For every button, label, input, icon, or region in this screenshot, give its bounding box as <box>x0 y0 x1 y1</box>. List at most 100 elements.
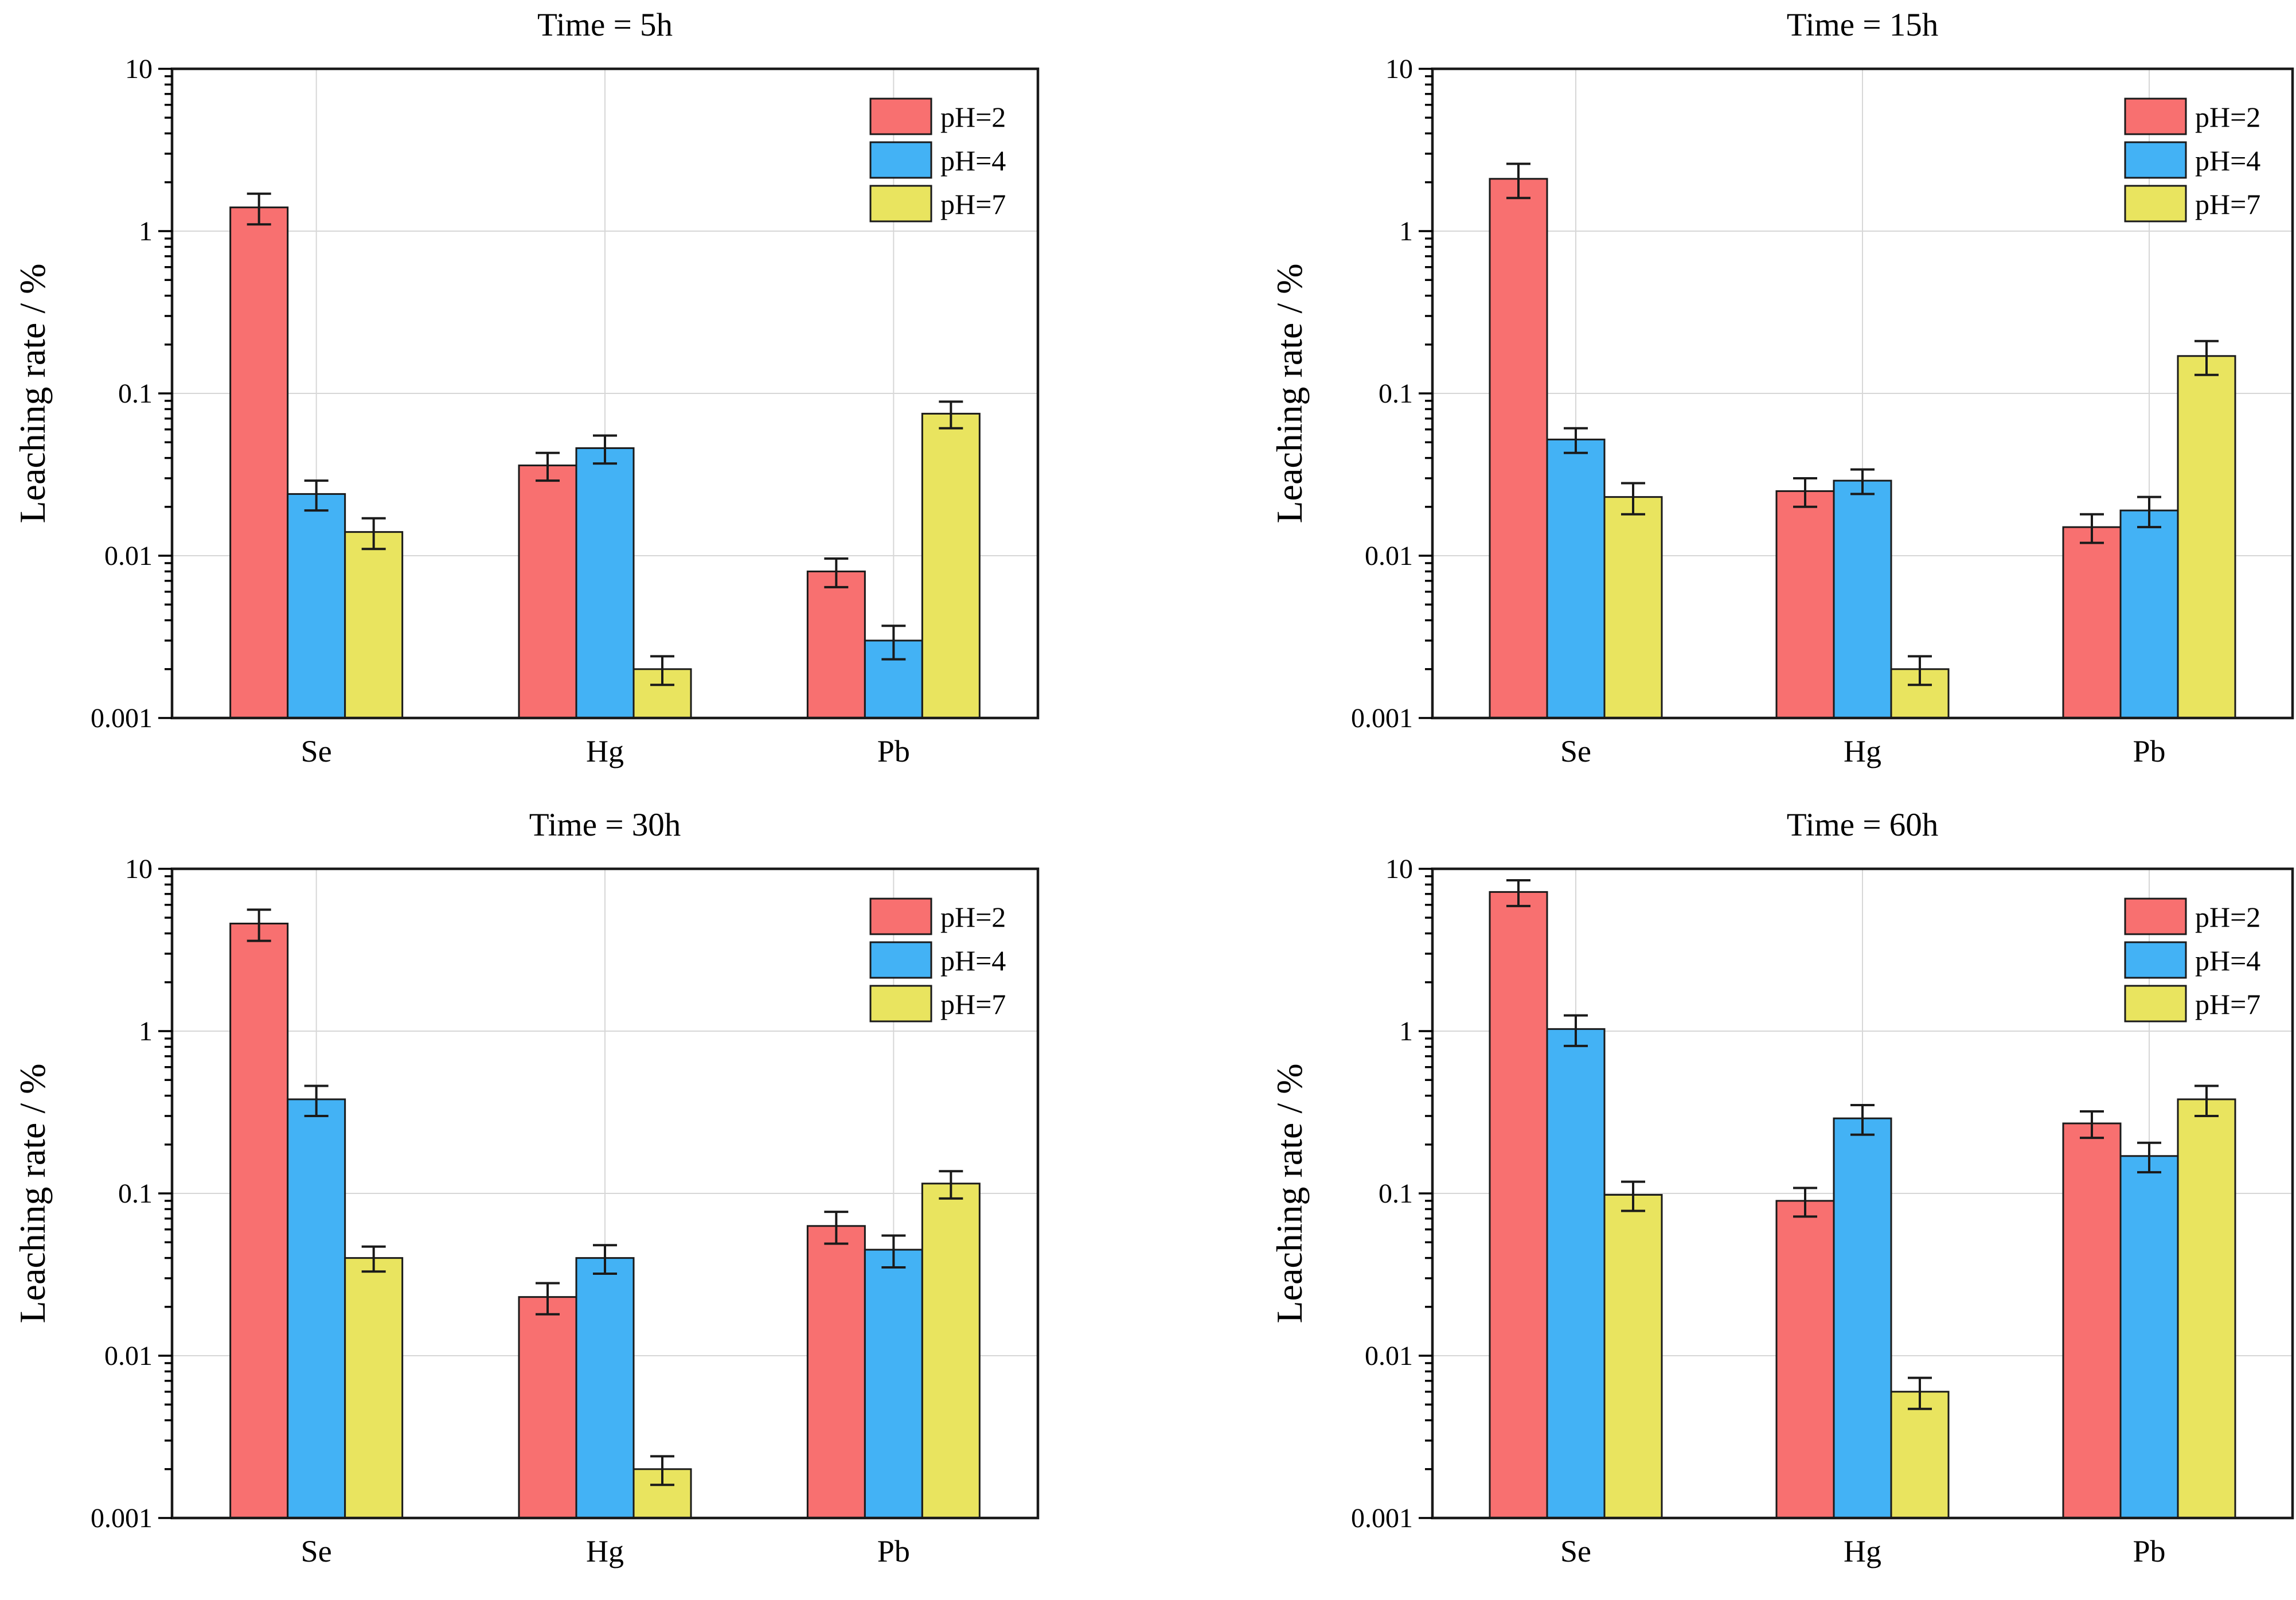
bar-pb-pH=2 <box>806 1225 866 1519</box>
bar-pb-pH=2 <box>806 570 866 719</box>
x-category-label: Se <box>301 734 332 768</box>
bar-se-pH=2 <box>229 206 289 719</box>
legend-label-pH=4: pH=4 <box>2195 145 2260 177</box>
legend-label-pH=4: pH=4 <box>940 945 1006 977</box>
panel-time-5h: 10 1 0.1 0.01 0.001 Se Hg Pb Leaching rate / % Ti… <box>0 0 1148 800</box>
y-tick-label: 0.01 <box>1365 541 1413 571</box>
bar-hg-pH=4 <box>575 447 635 719</box>
legend-swatch-pH=4 <box>869 941 932 979</box>
legend-label-pH=7: pH=7 <box>2195 188 2260 220</box>
x-category-label: Hg <box>1844 734 1881 768</box>
legend-swatch-pH=7 <box>869 185 932 223</box>
error-bar <box>881 1234 906 1269</box>
error-bar <box>824 557 849 588</box>
y-ticks <box>158 868 172 1519</box>
y-tick-label: 0.001 <box>91 1503 153 1533</box>
y-axis-title: Leaching rate / % <box>12 1063 53 1323</box>
error-bar <box>304 1084 329 1117</box>
legend-swatch-pH=4 <box>2124 941 2187 979</box>
error-bar <box>1793 1187 1817 1218</box>
y-axis-title: Leaching rate / % <box>1269 1063 1310 1323</box>
error-bar <box>1793 477 1817 508</box>
bar-se-pH=4 <box>287 493 346 719</box>
legend-label-pH=2: pH=2 <box>2195 101 2260 133</box>
bar-pb-pH=4 <box>2119 509 2179 719</box>
y-tick-label: 0.1 <box>1379 378 1413 409</box>
error-bar <box>2080 513 2104 544</box>
error-bar <box>939 400 963 430</box>
y-tick-label: 1 <box>1399 1016 1413 1047</box>
legend-swatch-pH=4 <box>2124 141 2187 179</box>
legend-swatch-pH=4 <box>869 141 932 179</box>
x-category-label: Pb <box>877 1534 910 1568</box>
bar-se-pH=4 <box>1546 438 1606 719</box>
bar-se-pH=7 <box>344 1257 404 1519</box>
y-tick-label: 0.01 <box>104 1341 153 1371</box>
bar-hg-pH=7 <box>1890 1391 1950 1519</box>
bar-se-pH=4 <box>1546 1028 1606 1519</box>
y-tick-label: 0.01 <box>1365 1341 1413 1371</box>
y-tick-label: 1 <box>139 1016 153 1047</box>
x-category-label: Se <box>1560 734 1591 768</box>
error-bar <box>1908 1376 1932 1410</box>
error-bar <box>939 1170 963 1200</box>
legend-swatch-pH=2 <box>2124 97 2187 135</box>
y-ticks <box>1419 868 1432 1519</box>
error-bar <box>593 1244 617 1275</box>
legend-swatch-pH=7 <box>2124 985 2187 1023</box>
chart-svg: 10 1 0.1 0.01 0.001 Se Hg Pb Leaching rate / % Ti… <box>12 7 1040 768</box>
panel-time-60h: 10 1 0.1 0.01 0.001 Se Hg Pb Leaching rate / % Ti… <box>1148 800 2296 1600</box>
legend-label-pH=7: pH=7 <box>2195 988 2260 1020</box>
panel-time-15h: 10 1 0.1 0.01 0.001 Se Hg Pb Leaching rate / % Ti… <box>1148 0 2296 800</box>
error-bar <box>2137 495 2161 529</box>
y-ticks <box>158 68 172 719</box>
series-pH=2 <box>229 908 866 1519</box>
series-pH=4 <box>287 434 923 719</box>
legend-label-pH=4: pH=4 <box>940 145 1006 177</box>
x-category-label: Hg <box>1844 1534 1881 1568</box>
error-bar <box>2137 1141 2161 1174</box>
y-tick-label: 10 <box>1385 54 1413 84</box>
error-bar <box>1564 427 1588 454</box>
error-bar <box>593 434 617 465</box>
error-bar <box>824 1211 849 1245</box>
legend-swatch-pH=7 <box>869 985 932 1023</box>
bar-hg-pH=4 <box>575 1257 635 1519</box>
series-pH=7 <box>344 1170 981 1519</box>
y-tick-label: 0.1 <box>118 1178 153 1209</box>
y-ticks <box>1419 68 1432 719</box>
bar-hg-pH=4 <box>1833 479 1892 719</box>
panel-title: Time = 15h <box>1787 7 1938 43</box>
bar-se-pH=7 <box>1603 496 1663 719</box>
x-category-label: Se <box>1560 1534 1591 1568</box>
x-category-label: Pb <box>2133 734 2165 768</box>
series-pH=7 <box>1603 1084 2236 1519</box>
x-category-label: Pb <box>877 734 910 768</box>
error-bar <box>247 908 271 942</box>
error-bar <box>650 1455 674 1486</box>
error-bar <box>304 479 329 512</box>
error-bar <box>1506 879 1530 907</box>
y-tick-label: 1 <box>1399 216 1413 247</box>
y-tick-label: 0.001 <box>1351 1503 1413 1533</box>
bar-pb-pH=7 <box>921 412 981 719</box>
y-tick-label: 0.01 <box>104 541 153 571</box>
bar-hg-pH=2 <box>518 1296 577 1519</box>
bar-hg-pH=4 <box>1833 1117 1892 1519</box>
legend: pH=2 pH=4 pH=7 <box>2124 97 2260 223</box>
bar-pb-pH=7 <box>2177 1098 2236 1519</box>
legend: pH=2 pH=4 pH=7 <box>869 97 1006 223</box>
error-bar <box>1621 1180 1645 1212</box>
error-bar <box>1621 482 1645 516</box>
bar-hg-pH=2 <box>1775 1200 1835 1519</box>
bar-se-pH=2 <box>229 922 289 1519</box>
legend-label-pH=2: pH=2 <box>2195 901 2260 933</box>
series-pH=4 <box>1546 427 2179 719</box>
bar-se-pH=2 <box>1489 178 1548 719</box>
legend-label-pH=7: pH=7 <box>940 188 1006 220</box>
error-bar <box>536 451 560 482</box>
legend: pH=2 pH=4 pH=7 <box>2124 897 2260 1023</box>
chart-svg: 10 1 0.1 0.01 0.001 Se Hg Pb Leaching rate / % Ti… <box>1269 7 2294 768</box>
error-bar <box>1850 1104 1875 1136</box>
